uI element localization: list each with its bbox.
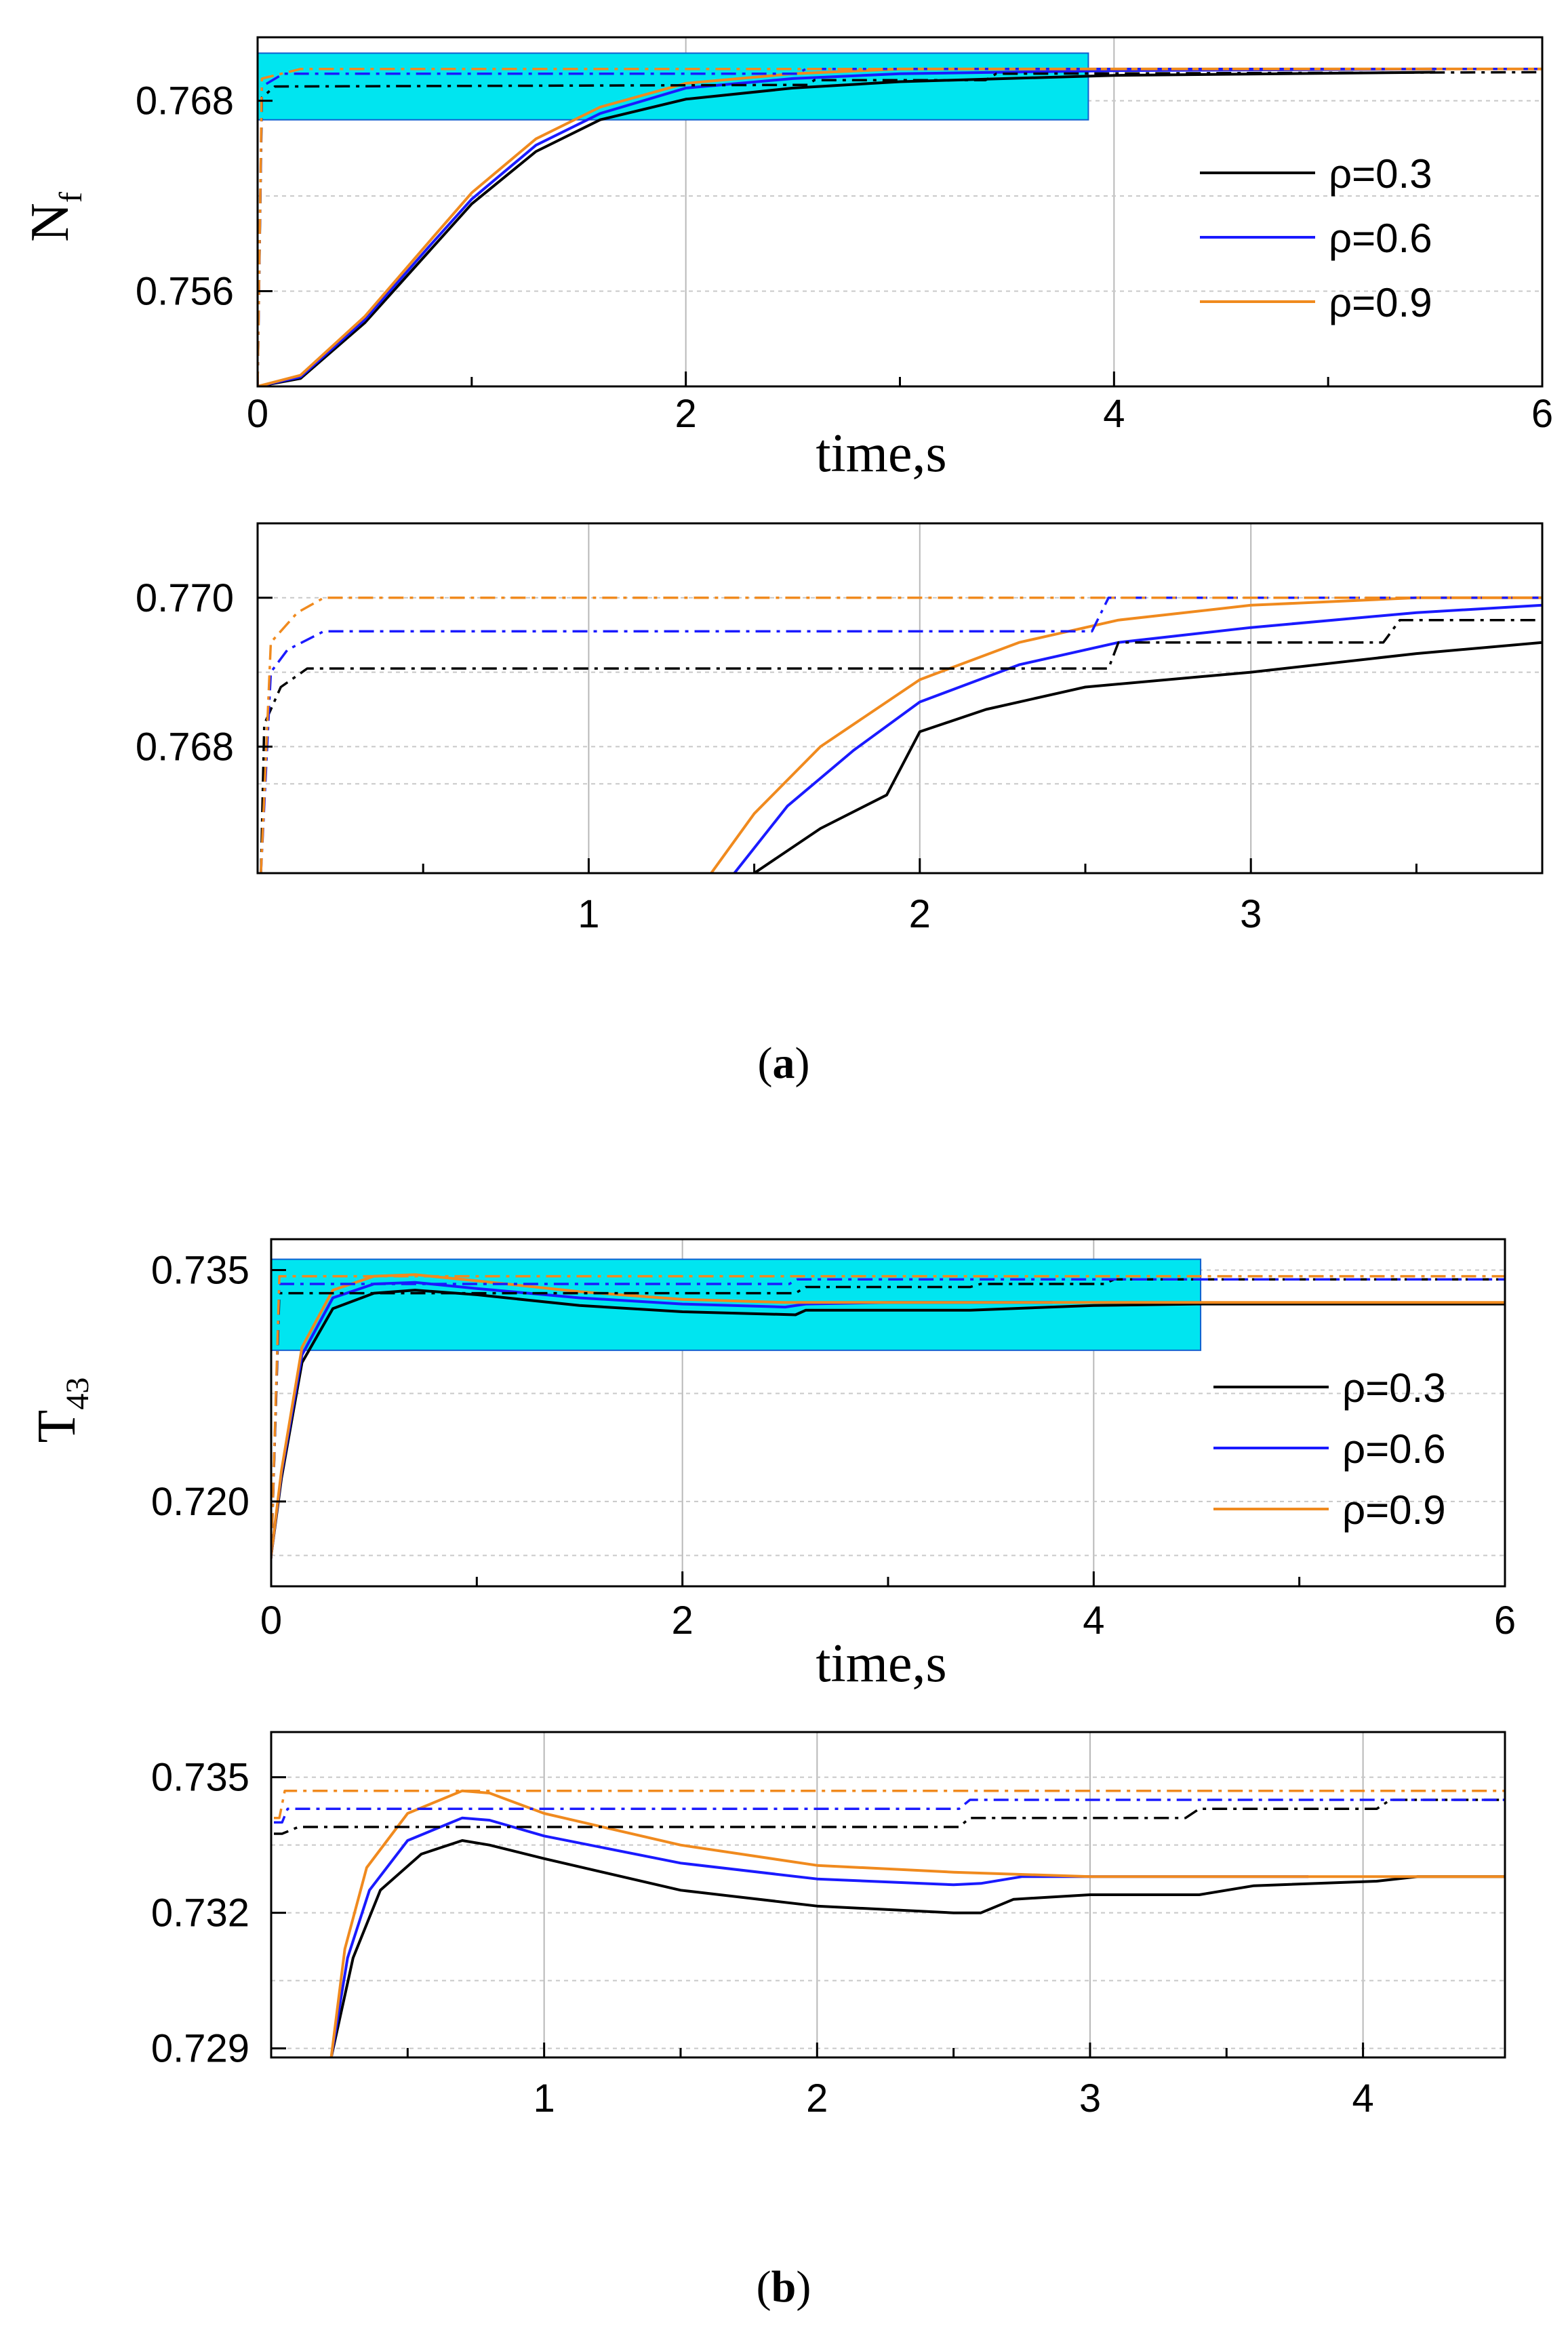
series-line--0-3 (329, 1839, 1505, 2057)
y-axis-title: T43 (27, 1378, 96, 1443)
y-tick-label: 0.732 (151, 1891, 249, 1935)
x-tick-label: 0 (260, 1599, 282, 1643)
y-axis-title-subscript: f (53, 192, 89, 203)
plot-frame (256, 522, 1544, 875)
x-tick-label: 4 (1352, 2076, 1373, 2120)
y-tick-label: 0.770 (136, 576, 234, 620)
series-line--0-6 (329, 1816, 1309, 2057)
panel-label-a: (a) (758, 1039, 810, 1088)
series-line--0-3 (753, 641, 1542, 873)
legend-entry: ρ=0.3 (1342, 1365, 1446, 1411)
x-tick-label: 6 (1531, 392, 1553, 436)
series-group (260, 596, 1542, 873)
x-tick-label: 1 (578, 892, 599, 936)
series-line--0-9-ref (258, 68, 1542, 386)
series-line--0-3-ref (271, 1278, 1505, 1559)
legend: ρ=0.3 ρ=0.6 ρ=0.9 (1200, 151, 1432, 325)
legend-entry: ρ=0.9 (1329, 280, 1432, 325)
chart-a-bottom-zoom: 1 2 3 0.768 0.770 (136, 522, 1544, 936)
x-tick-label: 2 (909, 892, 931, 936)
x-axis-title: time,s (816, 1634, 946, 1693)
series-line--0-9 (710, 596, 1542, 873)
y-tick-label: 0.756 (136, 270, 234, 314)
x-tick-label: 6 (1494, 1599, 1516, 1643)
legend-entry: ρ=0.6 (1342, 1426, 1446, 1472)
x-tick-label: 0 (247, 392, 268, 436)
legend-entry: ρ=0.9 (1342, 1487, 1446, 1533)
series-line--0-9-ref (260, 597, 1542, 873)
legend: ρ=0.3 ρ=0.6 ρ=0.9 (1213, 1365, 1446, 1533)
y-axis-title-main: T (27, 1410, 87, 1443)
x-axis-title: time,s (816, 424, 946, 483)
series-line--0-6 (733, 603, 1542, 873)
legend-entry: ρ=0.3 (1329, 151, 1432, 197)
chart-a-top: 0 2 4 6 0.756 0.768 Nf time,s ρ=0.3 ρ=0.6 ρ=0.9 (20, 36, 1553, 483)
series-group (274, 1789, 1505, 2057)
legend-entry: ρ=0.6 (1329, 216, 1432, 261)
x-tick-label: 2 (675, 392, 697, 436)
chart-b-bottom-zoom: 1 2 3 4 0.729 0.732 0.735 (151, 1731, 1506, 2120)
x-tick-label: 2 (806, 2076, 828, 2120)
series-line--0-9-ref (274, 1789, 1505, 1820)
panel-label-b: (b) (757, 2262, 811, 2312)
y-axis-title-subscript: 43 (60, 1378, 96, 1410)
series-group (271, 1273, 1505, 1559)
series-line--0-6-ref (274, 1798, 1505, 1824)
x-tick-label: 4 (1083, 1599, 1104, 1643)
y-tick-label: 0.768 (136, 79, 234, 123)
y-tick-label: 0.768 (136, 725, 234, 769)
x-tick-label: 4 (1103, 392, 1125, 436)
y-tick-label: 0.720 (151, 1480, 249, 1524)
series-line--0-6-ref (260, 597, 1542, 873)
series-line--0-9-ref (271, 1274, 1505, 1559)
plot-frame (270, 1731, 1506, 2059)
series-line--0-3 (271, 1289, 1505, 1556)
x-tick-label: 3 (1240, 892, 1262, 936)
x-tick-label: 2 (672, 1599, 693, 1643)
y-tick-label: 0.729 (151, 2027, 249, 2071)
y-axis-title-main: N (20, 203, 80, 242)
y-tick-label: 0.735 (151, 1756, 249, 1800)
series-group (258, 67, 1542, 386)
series-line--0-6 (258, 67, 1436, 386)
series-line--0-9 (271, 1273, 1505, 1556)
series-line--0-9 (329, 1789, 1505, 2057)
y-axis-title: Nf (20, 192, 89, 242)
chart-b-top: 0 2 4 6 0.720 0.735 T43 time,s ρ=0.3 ρ=0.6 ρ=0.9 (27, 1238, 1516, 1693)
x-tick-label: 3 (1079, 2076, 1101, 2120)
series-line--0-3-ref (258, 71, 1542, 386)
y-tick-label: 0.735 (151, 1249, 249, 1293)
x-tick-label: 1 (534, 2076, 555, 2120)
